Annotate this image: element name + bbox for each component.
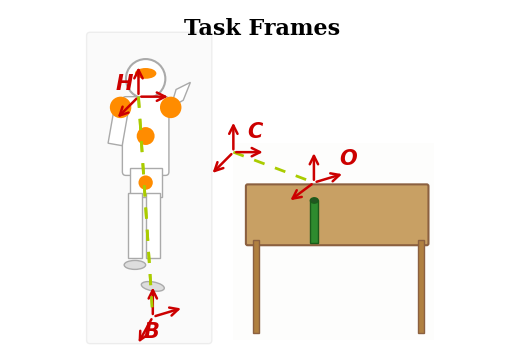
Bar [418,240,424,333]
Bar [233,143,434,340]
Polygon shape [171,82,190,107]
Circle shape [160,97,181,118]
Text: C: C [248,122,263,142]
Text: B: B [144,322,160,342]
Bar [128,193,142,258]
Ellipse shape [137,127,155,145]
Ellipse shape [310,198,318,203]
Ellipse shape [141,281,165,291]
Bar [253,240,259,333]
Ellipse shape [135,68,156,79]
Text: O: O [339,149,357,169]
Circle shape [126,59,166,98]
Bar [146,193,160,258]
FancyBboxPatch shape [123,97,169,175]
FancyBboxPatch shape [246,184,429,245]
Text: Task Frames: Task Frames [184,18,340,40]
Circle shape [110,97,132,118]
Text: H: H [115,73,133,93]
Ellipse shape [124,261,146,270]
Ellipse shape [138,175,153,190]
Bar [310,200,318,243]
Bar [129,168,162,197]
Bar [108,108,128,146]
FancyBboxPatch shape [86,32,212,344]
